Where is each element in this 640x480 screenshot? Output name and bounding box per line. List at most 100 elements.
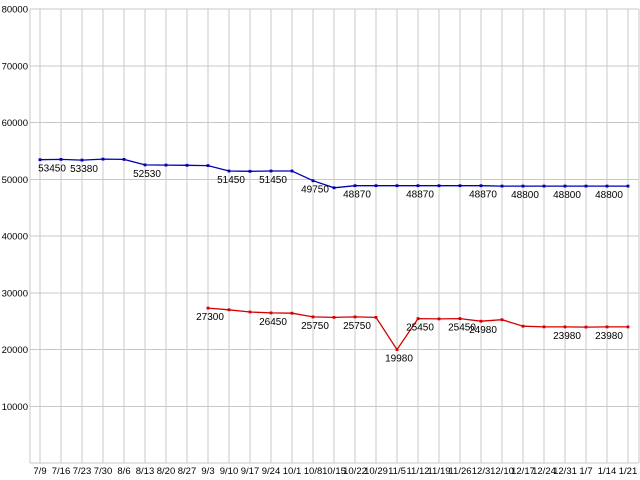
x-axis-label: 9/17 [241, 466, 260, 477]
x-axis-label: 10/1 [283, 466, 302, 477]
data-point-marker [626, 184, 630, 188]
data-point-marker [122, 158, 126, 161]
x-axis-label: 1/7 [579, 466, 592, 477]
data-point-marker [479, 319, 483, 323]
data-point-marker [332, 186, 336, 190]
data-point-marker [143, 163, 147, 167]
x-axis-label: 8/27 [178, 466, 197, 477]
point-label: 48870 [469, 190, 497, 201]
x-axis-label: 7/30 [94, 466, 113, 477]
x-axis-label: 10/8 [304, 466, 323, 477]
y-axis-label: 40000 [2, 232, 28, 243]
x-axis-label: 9/10 [220, 466, 239, 477]
point-label: 49750 [301, 185, 329, 196]
data-point-marker [584, 325, 588, 329]
x-axis-label: 8/20 [157, 466, 176, 477]
x-axis-label: 12/31 [553, 466, 577, 477]
data-point-marker [563, 184, 567, 188]
point-label: 25750 [301, 321, 329, 332]
x-axis-label: 1/21 [619, 466, 638, 477]
data-point-marker [437, 184, 441, 188]
data-point-marker [458, 184, 462, 188]
data-point-marker [584, 184, 588, 188]
data-point-marker [395, 184, 399, 188]
y-axis-label: 70000 [2, 61, 28, 72]
x-axis-label: 8/13 [136, 466, 155, 477]
point-label: 25750 [343, 321, 371, 332]
data-point-marker [206, 164, 210, 167]
point-label: 53380 [70, 164, 98, 175]
data-point-marker [437, 317, 441, 321]
data-point-marker [416, 317, 420, 320]
data-point-marker [521, 184, 525, 188]
data-point-marker [101, 157, 105, 161]
point-label: 26450 [259, 317, 287, 328]
upper-price-series: 53450 53380 52530 51450 51450 49750 48870 48870… [38, 157, 630, 201]
y-axis-label: 80000 [2, 5, 28, 16]
data-point-marker [206, 306, 210, 310]
x-axis-label: 7/9 [33, 466, 46, 477]
data-point-marker [458, 317, 462, 320]
point-label: 23980 [553, 331, 581, 342]
point-label: 51450 [217, 175, 245, 186]
y-axis: 10000 20000 30000 40000 50000 60000 70000 80000 [2, 5, 28, 413]
point-label: 53450 [38, 164, 66, 175]
data-point-marker [374, 184, 378, 188]
x-axis-label: 11/26 [448, 466, 471, 477]
x-axis-label: 11/5 [388, 466, 406, 477]
data-point-marker [185, 163, 189, 167]
y-axis-label: 50000 [2, 175, 28, 186]
data-point-marker [542, 325, 546, 329]
y-axis-label: 20000 [2, 345, 28, 356]
data-point-marker [38, 158, 42, 162]
point-label: 23980 [595, 331, 623, 342]
data-point-marker [311, 179, 315, 183]
data-point-marker [248, 310, 252, 314]
x-axis: 7/9 7/16 7/23 7/30 8/6 8/13 8/20 8/27 9/3 9/10 9/1… [33, 466, 637, 477]
data-point-marker [164, 163, 168, 167]
point-label: 25450 [406, 323, 434, 334]
x-axis-label: 11/12 [406, 466, 429, 477]
data-point-marker [59, 158, 63, 161]
grid-lines [29, 8, 640, 464]
data-point-marker [227, 308, 231, 312]
x-axis-label: 10/15 [322, 466, 346, 477]
data-point-marker [227, 169, 231, 173]
y-axis-label: 60000 [2, 118, 28, 129]
data-point-marker [248, 169, 252, 173]
data-point-marker [605, 184, 609, 188]
data-point-marker [269, 311, 273, 315]
data-point-marker [626, 325, 630, 329]
data-point-marker [479, 184, 483, 188]
data-point-marker [311, 315, 315, 319]
y-axis-label: 10000 [2, 402, 28, 413]
point-label: 48870 [343, 190, 371, 201]
point-label: 25450 [448, 323, 476, 334]
x-axis-label: 9/3 [201, 466, 214, 477]
data-point-marker [500, 318, 504, 322]
data-point-marker [332, 316, 336, 319]
x-axis-label: 12/10 [490, 466, 514, 477]
point-label: 48800 [511, 190, 539, 201]
point-label: 48870 [406, 190, 434, 201]
data-point-marker [563, 325, 567, 329]
data-point-marker [353, 315, 357, 319]
data-point-marker [521, 324, 525, 328]
x-axis-label: 11/19 [427, 466, 450, 477]
point-label: 27300 [196, 312, 224, 323]
point-label: 19980 [385, 354, 413, 365]
data-point-marker [290, 169, 294, 173]
point-label: 48800 [595, 190, 623, 201]
data-point-marker [80, 158, 84, 162]
data-point-marker [500, 184, 504, 188]
x-axis-label: 12/24 [532, 466, 556, 477]
data-point-marker [374, 316, 378, 319]
point-labels: 53450 53380 52530 51450 51450 49750 48870 48870… [38, 164, 623, 201]
x-axis-label: 10/22 [343, 466, 367, 477]
data-point-marker [290, 311, 294, 315]
